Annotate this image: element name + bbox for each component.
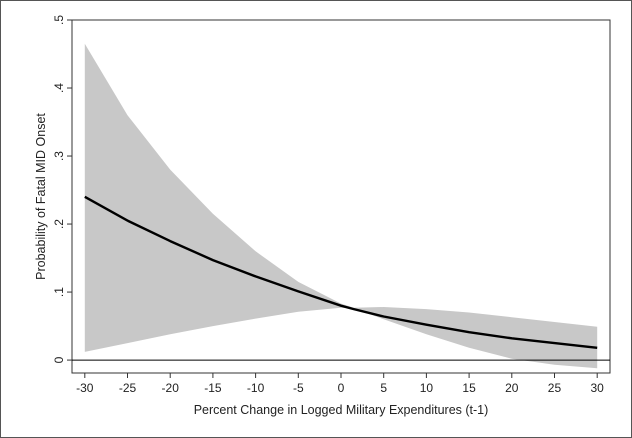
x-tick-label: -30 bbox=[76, 381, 94, 395]
y-tick-label: .2 bbox=[52, 219, 66, 229]
x-tick-label: -5 bbox=[293, 381, 304, 395]
x-tick-label: -10 bbox=[247, 381, 265, 395]
x-tick-label: 20 bbox=[505, 381, 519, 395]
axis-layer: -30 -25 -20 -15 -10 -5 0 5 10 15 20 25 30 0 .1 .2 .3 .4 .5 bbox=[52, 15, 604, 395]
x-axis-title: Percent Change in Logged Military Expend… bbox=[194, 403, 489, 417]
y-tick-label: .3 bbox=[52, 151, 66, 161]
x-tick-label: -20 bbox=[162, 381, 180, 395]
x-tick-label: 0 bbox=[338, 381, 345, 395]
confidence-band bbox=[84, 43, 598, 369]
estimate-line bbox=[84, 195, 598, 349]
x-tick-label: -25 bbox=[119, 381, 137, 395]
x-tick-label: 30 bbox=[591, 381, 605, 395]
y-axis-title: Probability of Fatal MID Onset bbox=[34, 113, 48, 280]
x-tick-label: 10 bbox=[420, 381, 434, 395]
plot-layer bbox=[71, 19, 611, 374]
y-tick-label: .1 bbox=[52, 287, 66, 297]
x-tick-label: -15 bbox=[204, 381, 222, 395]
x-tick-label: 25 bbox=[548, 381, 562, 395]
x-tick-label: 15 bbox=[462, 381, 476, 395]
x-tick-label: 5 bbox=[380, 381, 387, 395]
y-tick-label: .4 bbox=[52, 83, 66, 93]
y-tick-label: .5 bbox=[52, 15, 66, 25]
y-tick-label: 0 bbox=[52, 356, 66, 363]
